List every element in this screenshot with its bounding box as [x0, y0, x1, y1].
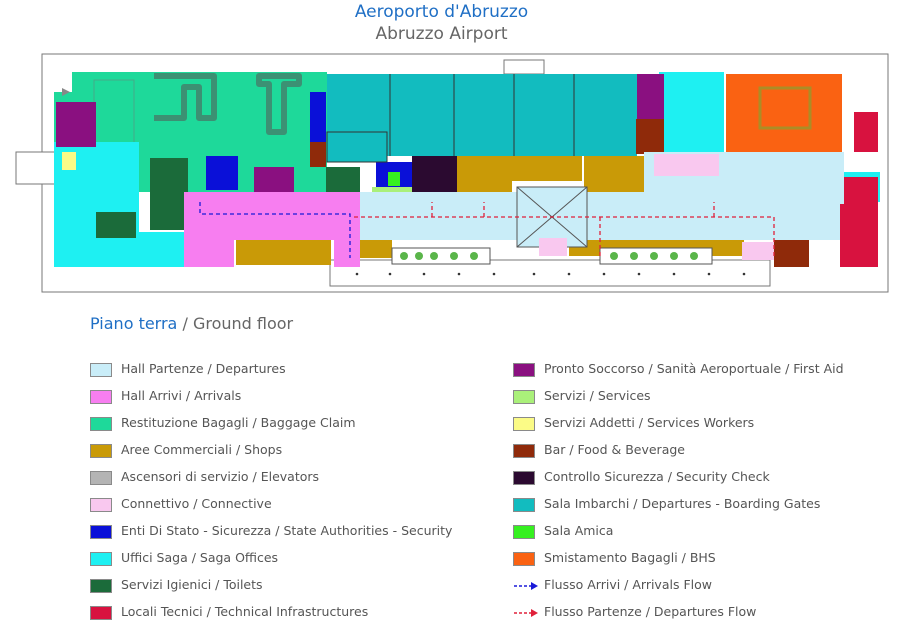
legend-label: Aree Commerciali / Shops — [121, 442, 283, 457]
flow-arrow-icon — [514, 609, 538, 617]
legend-label: Restituzione Bagagli / Baggage Claim — [121, 415, 356, 430]
legend-label: Servizi / Services — [544, 388, 651, 403]
zone-services-workers — [62, 152, 76, 170]
zone-shops-2 — [512, 156, 582, 181]
legend-swatch — [513, 498, 535, 512]
legend-label: Ascensori di servizio / Elevators — [121, 469, 320, 484]
zone-technical-2 — [854, 112, 878, 152]
map-title-english: Abruzzo Airport — [375, 24, 508, 44]
legend-swatch — [513, 525, 535, 539]
zone-arrivals-hall — [184, 192, 360, 240]
entrance-arrow — [62, 88, 70, 96]
legend-swatch — [90, 471, 112, 485]
legend-label: Smistamento Bagagli / BHS — [544, 550, 716, 565]
floor-label-separator: / — [182, 314, 188, 333]
legend-label: Flusso Partenze / Departures Flow — [544, 604, 757, 619]
legend-label: Pronto Soccorso / Sanità Aeroportuale / … — [544, 361, 844, 376]
legend-swatch — [90, 552, 112, 566]
zone-bar-1 — [636, 119, 664, 154]
zone-technical-1 — [840, 177, 878, 267]
legend-label: Enti Di Stato - Sicurezza / State Author… — [121, 523, 453, 538]
legend-label: Flusso Arrivi / Arrivals Flow — [544, 577, 712, 592]
map-title-italian: Aeroporto d'Abruzzo — [354, 2, 529, 22]
zone-toilets-2 — [326, 167, 360, 192]
zone-shops-4 — [236, 237, 331, 265]
legend-label: Connettivo / Connective — [121, 496, 272, 511]
legend-label: Sala Amica — [544, 523, 614, 538]
zone-state-authorities-1 — [206, 156, 238, 190]
zone-toilets-1 — [150, 158, 188, 230]
north-annex-outline — [503, 59, 545, 75]
legend-swatch — [90, 363, 112, 377]
zone-state-authorities-2 — [310, 92, 326, 142]
departures-flow-path — [354, 202, 775, 258]
legend-swatch — [513, 471, 535, 485]
legend-swatch — [90, 579, 112, 593]
arrivals-flow-path — [199, 202, 351, 258]
legend-swatch — [513, 444, 535, 458]
floor-label-italian: Piano terra — [90, 314, 178, 333]
floor-label: Piano terra / Ground floor — [90, 314, 293, 333]
legend-label: Controllo Sicurezza / Security Check — [544, 469, 770, 484]
zone-bhs — [726, 74, 842, 154]
zone-shops-5 — [360, 240, 392, 258]
legend-swatch — [90, 390, 112, 404]
flow-arrow-icon — [514, 582, 538, 590]
legend-label: Servizi Addetti / Services Workers — [544, 415, 755, 430]
legend-swatch — [90, 525, 112, 539]
legend-label: Hall Arrivi / Arrivals — [121, 388, 242, 403]
legend-swatch — [90, 444, 112, 458]
zone-sala-amica — [388, 172, 400, 186]
floor-label-english: Ground floor — [192, 314, 294, 333]
legend-label: Sala Imbarchi / Departures - Boarding Ga… — [544, 496, 821, 511]
legend-swatch — [90, 498, 112, 512]
legend-swatch — [513, 417, 535, 431]
legend-label: Servizi Igienici / Toilets — [121, 577, 263, 592]
zone-connective — [654, 154, 719, 176]
legend-label: Uffici Saga / Saga Offices — [121, 550, 279, 565]
zone-first-aid — [56, 102, 96, 147]
legend-swatch — [90, 606, 112, 620]
legend-label: Bar / Food & Beverage — [544, 442, 685, 457]
legend-swatch — [513, 552, 535, 566]
zone-saga-offices-north — [659, 72, 724, 152]
legend-swatch — [513, 363, 535, 377]
planter-1 — [391, 247, 491, 265]
legend-label: Locali Tecnici / Technical Infrastructur… — [121, 604, 369, 619]
legend-swatch — [513, 390, 535, 404]
legend-label: Hall Partenze / Departures — [121, 361, 286, 376]
floor-plan — [14, 52, 890, 294]
legend-swatch — [90, 417, 112, 431]
